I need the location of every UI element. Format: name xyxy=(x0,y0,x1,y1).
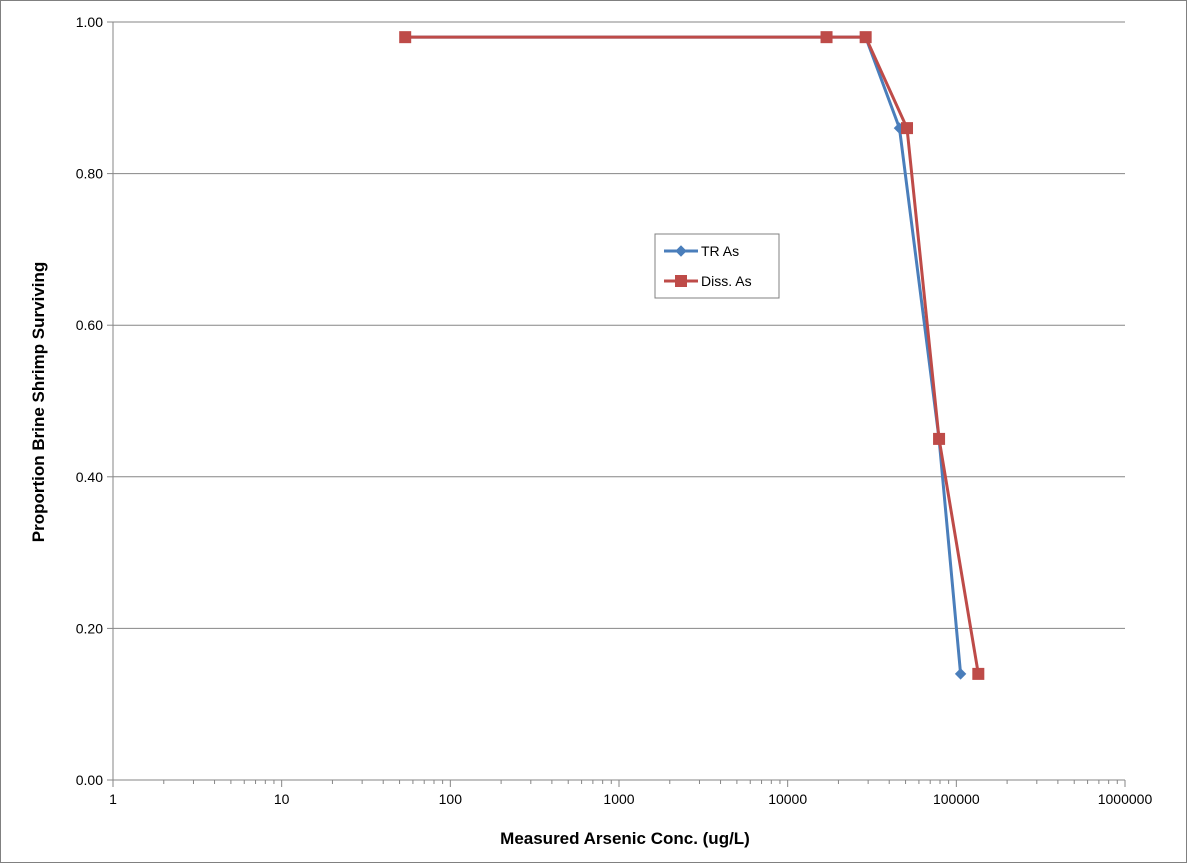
legend-label: TR As xyxy=(701,243,739,259)
y-tick-label: 0.40 xyxy=(76,469,103,485)
legend: TR As Diss. As xyxy=(654,233,780,299)
y-tick-label: 0.00 xyxy=(76,772,103,788)
data-point xyxy=(954,668,967,680)
x-tick-label: 1000 xyxy=(603,791,634,807)
y-tick-label: 0.20 xyxy=(76,620,103,636)
legend-swatch-marker xyxy=(675,245,687,257)
y-tick-label: 0.60 xyxy=(76,317,103,333)
series-1 xyxy=(399,31,985,680)
data-point xyxy=(859,31,872,44)
legend-box xyxy=(654,233,780,299)
series-line xyxy=(405,35,980,675)
legend-items: TR As Diss. As xyxy=(664,243,752,289)
x-tick-label: 100 xyxy=(439,791,463,807)
x-tick-label: 10000 xyxy=(768,791,807,807)
x-tick-label: 1000000 xyxy=(1098,791,1153,807)
x-axis-title: Measured Arsenic Conc. (ug/L) xyxy=(500,829,750,848)
y-axis-title: Proportion Brine Shrimp Surviving xyxy=(29,262,48,543)
legend-label: Diss. As xyxy=(701,273,752,289)
data-point xyxy=(820,31,833,44)
legend-swatch-marker xyxy=(675,275,687,287)
x-tick-label: 1 xyxy=(109,791,117,807)
axis-layer xyxy=(107,21,1126,787)
data-point xyxy=(933,432,946,445)
y-tick-label: 1.00 xyxy=(76,14,103,30)
tick-label-layer: 0.00 0.20 0.40 0.60 0.80 1.00 1 10 100 1000 10000 1… xyxy=(76,14,1153,807)
data-point xyxy=(399,31,412,44)
series-layer xyxy=(399,31,985,680)
x-tick-label: 100000 xyxy=(933,791,980,807)
y-tick-label: 0.80 xyxy=(76,166,103,182)
data-point xyxy=(901,122,914,135)
data-point xyxy=(972,667,985,680)
x-tick-label: 10 xyxy=(274,791,290,807)
